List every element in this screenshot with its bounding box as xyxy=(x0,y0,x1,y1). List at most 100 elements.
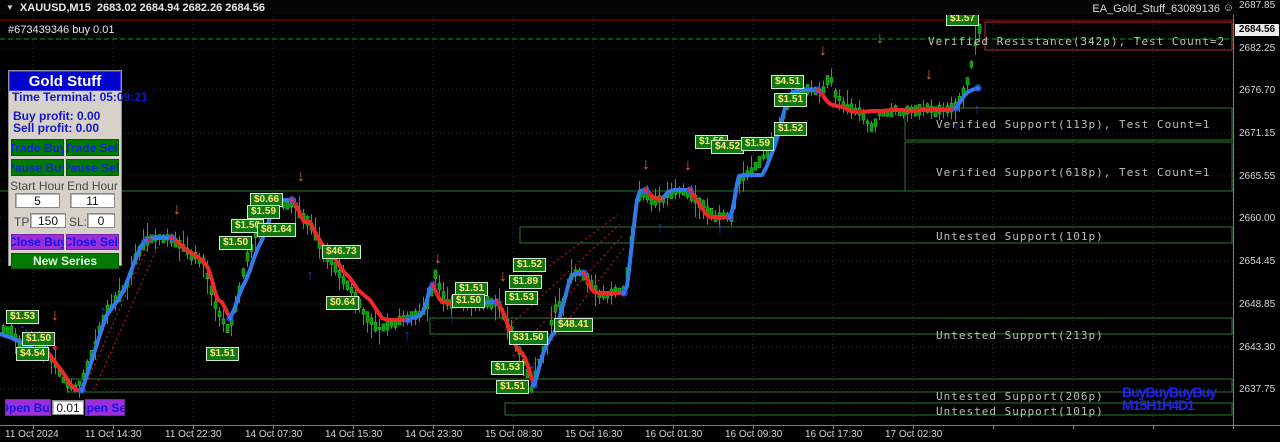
price-axis-label: 2687.85 xyxy=(1239,0,1276,11)
price-axis-label: 2654.45 xyxy=(1239,256,1276,267)
buy-arrow-icon: ↑ xyxy=(403,327,411,344)
candles xyxy=(1,23,982,398)
time-tick xyxy=(113,426,114,429)
ea-name: EA_Gold_Stuff_63089136 xyxy=(1092,3,1220,15)
price-axis-label: 2671.15 xyxy=(1239,128,1276,139)
time-axis-label: 11 Oct 22:30 xyxy=(165,429,222,440)
buy-arrow-icon: ↑ xyxy=(973,101,981,118)
end-hour-label: End Hour xyxy=(67,179,118,192)
panel-title[interactable]: Gold Stuff xyxy=(9,71,121,91)
sl-input[interactable]: 0 xyxy=(87,213,115,228)
watermark-signals: BuyBuyBuyBuy xyxy=(1122,384,1217,400)
open-buy-button[interactable]: Open Buy xyxy=(5,399,51,416)
time-axis-label: 14 Oct 15:30 xyxy=(325,429,383,440)
ohlc-values: 2683.02 2684.94 2682.26 2684.56 xyxy=(96,1,266,14)
close-sell-button[interactable]: Close Sell xyxy=(66,234,119,250)
price-axis[interactable]: 2684.56 2687.85 2682.25 2676.70 2671.15 2665… xyxy=(1233,0,1280,425)
tp-label: TP xyxy=(14,215,30,229)
time-axis-label: 14 Oct 23:30 xyxy=(405,429,463,440)
open-sell-button[interactable]: Open Sell xyxy=(85,399,125,416)
time-terminal-label: Time Terminal: 05:09:21 xyxy=(12,90,148,104)
grid xyxy=(0,0,1233,425)
symbol-period: XAUUSD,M15 xyxy=(19,1,91,14)
sell-arrow-icon: ↓ xyxy=(499,268,507,285)
price-axis-label: 2665.55 xyxy=(1239,171,1276,182)
time-tick xyxy=(353,426,354,429)
time-axis-label: 11 Oct 2024 xyxy=(5,429,59,440)
pause-sell-button[interactable]: Pause Sell xyxy=(66,159,119,176)
entry-markers xyxy=(42,84,982,394)
gold-stuff-trend-line xyxy=(0,86,980,392)
buy-arrow-icon: ↑ xyxy=(953,117,961,134)
time-tick xyxy=(753,426,754,429)
new-series-button[interactable]: New Series xyxy=(11,253,119,269)
signal-arrows: ↓ ↓ ↓ ↓ ↓ ↓ ↓ ↓ ↓ ↓ ↑ ↑ ↑ ↑ ↑ ↑ ↑ ↑ ↑ xyxy=(51,30,981,378)
time-axis-label: 15 Oct 08:30 xyxy=(485,429,543,440)
time-tick xyxy=(913,426,914,429)
sell-arrow-icon: ↓ xyxy=(434,250,442,267)
time-tick xyxy=(833,426,834,429)
ea-status-smiley-icon[interactable]: ☺ xyxy=(1222,2,1234,14)
buy-profit-label: Buy profit: 0.00 xyxy=(13,109,101,123)
sell-arrow-icon: ↓ xyxy=(173,201,181,218)
watermark-timeframes: M15H1H4D1 xyxy=(1122,397,1195,413)
time-axis-label: 16 Oct 09:30 xyxy=(725,429,783,440)
price-axis-label: 2676.70 xyxy=(1239,85,1276,96)
time-tick xyxy=(673,426,674,429)
time-axis-label: 15 Oct 16:30 xyxy=(565,429,623,440)
start-hour-input[interactable]: 5 xyxy=(15,193,60,208)
chart-title-bar: ▼ XAUUSD,M15 2683.02 2684.94 2682.26 268… xyxy=(0,0,1239,15)
sr-zones xyxy=(0,19,1233,416)
sl-label: SL: xyxy=(69,215,88,229)
dotted-lines xyxy=(13,214,627,391)
trade-buy-button[interactable]: Trade Buy xyxy=(11,139,64,156)
sell-arrow-icon: ↓ xyxy=(925,66,933,83)
sell-arrow-icon: ↓ xyxy=(684,157,692,174)
current-price-box: 2684.56 xyxy=(1235,24,1279,36)
time-axis[interactable]: 11 Oct 2024 11 Oct 14:30 11 Oct 22:30 14 Oc… xyxy=(0,425,1280,442)
sell-arrow-icon: ↓ xyxy=(297,168,305,185)
sell-arrow-icon: ↓ xyxy=(819,42,827,59)
buy-arrow-icon: ↑ xyxy=(716,220,724,237)
time-tick xyxy=(1153,426,1154,429)
time-tick xyxy=(993,426,994,429)
price-axis-label: 2682.25 xyxy=(1239,43,1276,54)
time-tick xyxy=(593,426,594,429)
end-hour-input[interactable]: 11 xyxy=(70,193,115,208)
time-axis-label: 16 Oct 01:30 xyxy=(645,429,703,440)
sell-arrow-icon: ↓ xyxy=(51,307,59,324)
buy-arrow-icon: ↑ xyxy=(306,267,314,284)
buy-arrow-icon: ↑ xyxy=(99,303,107,320)
time-axis-label: 14 Oct 07:30 xyxy=(245,429,303,440)
price-axis-label: 2660.00 xyxy=(1239,213,1276,224)
time-tick xyxy=(433,426,434,429)
close-buy-button[interactable]: Close Buy xyxy=(11,234,64,250)
sell-arrow-icon: ↓ xyxy=(876,30,884,47)
sell-profit-label: Sell profit: 0.00 xyxy=(13,121,100,135)
price-axis-label: 2637.75 xyxy=(1239,384,1276,395)
price-chart: ↓ ↓ ↓ ↓ ↓ ↓ ↓ ↓ ↓ ↓ ↑ ↑ ↑ ↑ ↑ ↑ ↑ ↑ ↑ xyxy=(0,0,1233,425)
price-axis-label: 2648.85 xyxy=(1239,299,1276,310)
tp-input[interactable]: 150 xyxy=(30,213,66,228)
time-tick xyxy=(1073,426,1074,429)
gold-stuff-panel: Gold Stuff Buy profit: 0.00 Sell profit:… xyxy=(8,70,122,269)
trade-sell-button[interactable]: Trade Sell xyxy=(66,139,119,156)
lot-size-input[interactable]: 0.01 xyxy=(52,400,84,415)
sell-arrow-icon: ↓ xyxy=(642,156,650,173)
start-hour-label: Start Hour xyxy=(11,179,64,192)
buy-arrow-icon: ↑ xyxy=(448,311,456,328)
time-axis-label: 11 Oct 14:30 xyxy=(85,429,142,440)
pause-buy-button[interactable]: Pause Buy xyxy=(11,159,64,176)
buy-arrow-icon: ↑ xyxy=(529,361,537,378)
time-tick xyxy=(33,426,34,429)
buy-arrow-icon: ↑ xyxy=(656,219,664,236)
time-axis-label: 16 Oct 17:30 xyxy=(805,429,863,440)
time-tick xyxy=(273,426,274,429)
time-tick xyxy=(193,426,194,429)
open-position-label: #673439346 buy 0.01 xyxy=(8,24,115,36)
time-tick xyxy=(1233,426,1234,429)
chevron-down-icon[interactable]: ▼ xyxy=(6,3,14,12)
price-axis-label: 2643.30 xyxy=(1239,342,1276,353)
time-axis-label: 17 Oct 02:30 xyxy=(885,429,943,440)
